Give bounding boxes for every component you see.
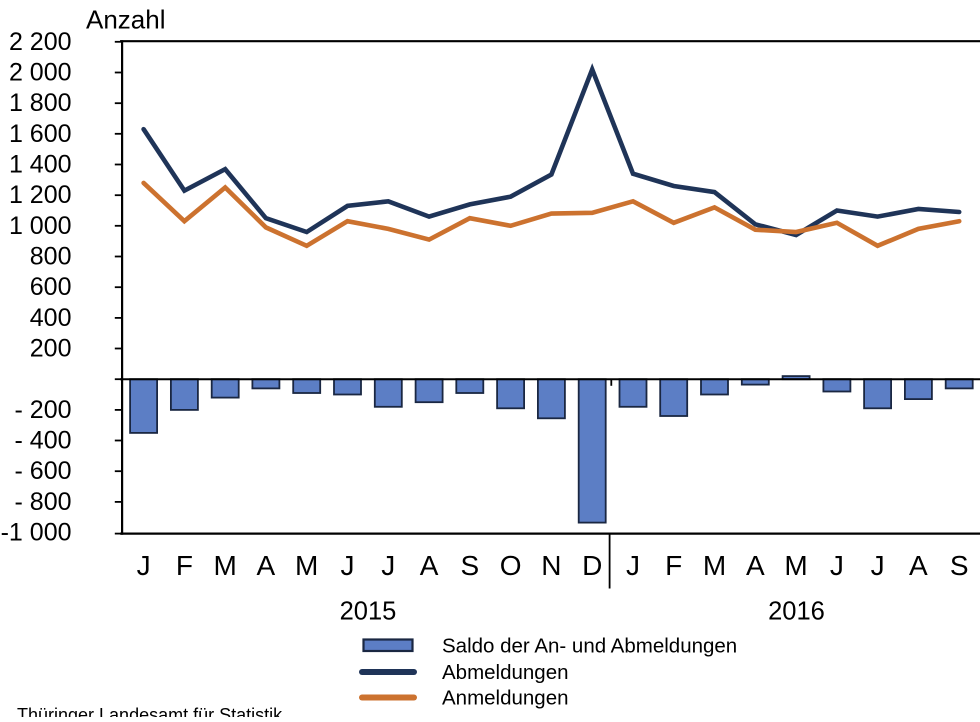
svg-text:2016: 2016 [768,598,825,626]
svg-text:M: M [703,550,726,581]
svg-text:M: M [784,550,807,581]
svg-text:F: F [665,550,682,581]
svg-text:1 000: 1 000 [9,212,72,240]
svg-text:1 600: 1 600 [9,120,72,148]
svg-text:600: 600 [30,273,72,301]
svg-text:J: J [381,550,395,581]
svg-text:J: J [341,550,355,581]
svg-text:J: J [137,550,151,581]
svg-text:2 200: 2 200 [9,28,72,56]
svg-text:1 800: 1 800 [9,89,72,117]
svg-text:Thüringer Landesamt für Statis: Thüringer Landesamt für Statistik [17,705,283,717]
svg-text:M: M [214,550,237,581]
svg-text:J: J [830,550,844,581]
svg-text:- 200: - 200 [15,396,72,424]
svg-text:J: J [626,550,640,581]
svg-text:Anzahl: Anzahl [86,5,166,35]
svg-text:A: A [420,550,439,581]
svg-text:1 400: 1 400 [9,151,72,179]
svg-text:-1 000: -1 000 [1,519,72,547]
svg-text:J: J [871,550,885,581]
svg-text:- 800: - 800 [15,488,72,516]
svg-text:S: S [460,550,479,581]
svg-text:Saldo der An- und Abmeldungen: Saldo der An- und Abmeldungen [442,635,737,658]
svg-text:Anmeldungen: Anmeldungen [442,687,569,710]
svg-text:S: S [950,550,969,581]
svg-text:1 200: 1 200 [9,181,72,209]
svg-text:2015: 2015 [340,598,397,626]
svg-text:A: A [746,550,765,581]
svg-text:Abmeldungen: Abmeldungen [442,661,569,684]
svg-text:200: 200 [30,335,72,363]
svg-text:N: N [541,550,561,581]
svg-text:800: 800 [30,243,72,271]
svg-text:M: M [295,550,318,581]
svg-text:400: 400 [30,304,72,332]
svg-text:2 000: 2 000 [9,59,72,87]
svg-text:F: F [176,550,193,581]
svg-text:A: A [257,550,276,581]
svg-text:- 600: - 600 [15,457,72,485]
svg-text:O: O [500,550,522,581]
svg-text:A: A [909,550,928,581]
svg-text:D: D [582,550,602,581]
svg-text:- 400: - 400 [15,427,72,455]
